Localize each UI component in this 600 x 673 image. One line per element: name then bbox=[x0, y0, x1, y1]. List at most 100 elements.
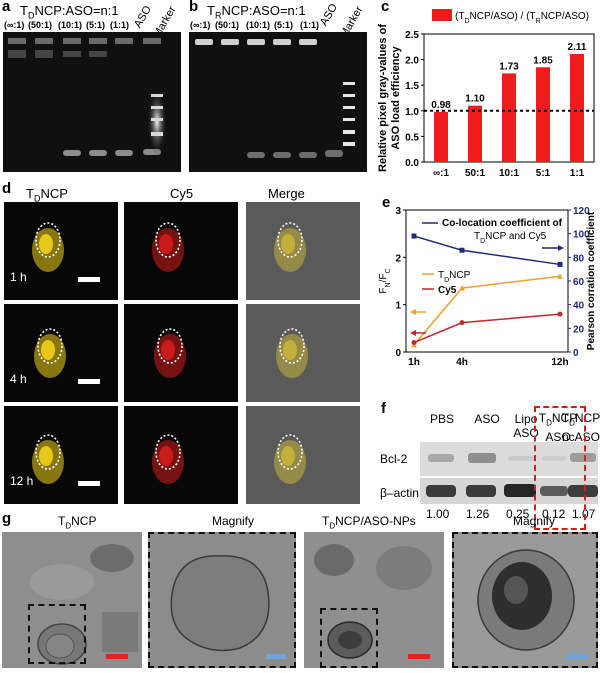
panel-f-highlight-box bbox=[534, 406, 586, 530]
panel-b-gel-image bbox=[189, 32, 367, 172]
chart-e-legend-label-part: D bbox=[480, 238, 485, 245]
chart-e-left-axis-arrowhead bbox=[410, 330, 416, 336]
panel-b-gel-bands bbox=[195, 39, 355, 158]
chart-c-value-label: 1.73 bbox=[499, 61, 519, 72]
cell-signal-core bbox=[39, 234, 53, 254]
lane-label: (10:1) bbox=[246, 20, 271, 30]
panel-g-left-title: TDNCP bbox=[58, 514, 97, 531]
band-value: 1.07 bbox=[572, 507, 596, 521]
chart-c-svg: 0.0 0.5 1.0 1.5 2.0 2.5 0.98 ∞:1 1.10 50:1 1.73 10:… bbox=[377, 9, 595, 179]
panel-b-letter: b bbox=[189, 0, 199, 15]
panel-d-col-title-merge: Merge bbox=[268, 186, 305, 201]
panel-g-tem-nps bbox=[304, 532, 444, 668]
chart-e-point bbox=[459, 320, 465, 326]
chart-c-ylabel: Relative pixel gray-values of ASO load ef… bbox=[377, 24, 402, 172]
chart-e-xtick-label: 1h bbox=[408, 357, 420, 368]
micro-image-merge bbox=[246, 304, 360, 402]
chart-c-legend-swatch bbox=[432, 9, 452, 21]
chart-e-left-ytick-label: 1 bbox=[395, 301, 401, 312]
nucleus-outline bbox=[279, 328, 305, 364]
panel-f-blot-bcl2-bands bbox=[428, 453, 596, 463]
chart-c-legend-label-part: (T bbox=[455, 11, 464, 22]
chart-c-ylabel-line1: Relative pixel gray-values of bbox=[377, 24, 389, 172]
chart-c: 0.0 0.5 1.0 1.5 2.0 2.5 0.98 ∞:1 1.10 50:1 1.73 10:… bbox=[372, 0, 600, 200]
panel-g-tem-nps-magnify bbox=[452, 532, 598, 668]
micro-art bbox=[32, 434, 64, 484]
chart-e-legend-label-part: T bbox=[474, 231, 480, 242]
lane-label: (50:1) bbox=[28, 20, 53, 30]
micro-art bbox=[154, 328, 186, 378]
chart-e-xtick-label: 12h bbox=[551, 357, 568, 368]
chart-e-legend-label: TDNCP and Cy5 bbox=[474, 231, 547, 245]
chart-e-point bbox=[459, 285, 465, 291]
lane-label: (5:1) bbox=[86, 20, 106, 30]
cell-signal-core bbox=[161, 340, 175, 360]
micro-art bbox=[152, 222, 184, 272]
chart-c-bar bbox=[434, 111, 448, 162]
scale-bar bbox=[78, 481, 100, 486]
time-label: 1 h bbox=[10, 270, 27, 284]
chart-e-right-ytick-label: 120 bbox=[573, 206, 590, 217]
chart-e-left-ylabel-text-part: C bbox=[385, 268, 392, 273]
chart-e-xtick-label: 4h bbox=[456, 357, 468, 368]
panel-g-right-title: TDNCP/ASO-NPs bbox=[322, 514, 416, 531]
chart-e-right-ylabel: Pearson corration coefficient bbox=[586, 211, 597, 350]
band-value: 0.12 bbox=[542, 507, 566, 521]
chart-c-category-label: 50:1 bbox=[465, 168, 485, 179]
chart-c-value-label: 1.85 bbox=[533, 55, 553, 66]
time-label: 4 h bbox=[10, 372, 27, 386]
panel-f-band-label-actin: β–actin bbox=[380, 486, 419, 500]
chart-e-left-ylabel: FN/FC bbox=[378, 268, 392, 293]
chart-e-right-ytick-label: 80 bbox=[573, 253, 585, 264]
panel-g-tem-nps-art bbox=[304, 532, 444, 668]
cell-signal-core bbox=[159, 234, 173, 254]
chart-e-legend-label-part: NCP and Cy5 bbox=[485, 231, 546, 242]
chart-c-category-label: 5:1 bbox=[536, 168, 551, 179]
cell-signal-core bbox=[281, 446, 295, 466]
nucleus-outline bbox=[155, 434, 181, 470]
chart-c-category-label: ∞:1 bbox=[433, 168, 449, 179]
micro-image-tdncp: 12 h bbox=[4, 406, 118, 504]
chart-e: 0 1 2 3 0 20 40 60 80 100 120 1h 4h 12h Co-location co… bbox=[372, 196, 600, 376]
panel-g-right-scalebar bbox=[408, 654, 430, 659]
panel-g-tem-tdncp-art bbox=[2, 532, 142, 668]
chart-c-bar bbox=[468, 105, 482, 162]
scale-bar bbox=[78, 379, 100, 384]
panel-g-tem-tdncp-magnify-art bbox=[150, 534, 294, 666]
chart-e-right-ylabel-text: Pearson corration coefficient bbox=[586, 211, 597, 350]
chart-e-legend-label: Co-location coefficient of bbox=[442, 218, 563, 229]
cell-signal-core bbox=[281, 234, 295, 254]
chart-c-ytick-label: 2.0 bbox=[405, 56, 419, 67]
chart-e-left-axis-arrowhead bbox=[410, 309, 416, 315]
chart-e-point bbox=[557, 273, 563, 279]
chart-c-legend-label-part: D bbox=[464, 18, 469, 25]
chart-c-value-label: 0.98 bbox=[431, 100, 451, 111]
panel-b-aso-label: ASO bbox=[318, 1, 341, 29]
panel-f-blot-actin bbox=[420, 478, 598, 504]
chart-e-right-ytick-label: 20 bbox=[573, 324, 585, 335]
lane-label: (1:1) bbox=[300, 20, 320, 30]
panel-a-gel-bands bbox=[8, 38, 167, 156]
panel-f-lane-3: Lipo ASO bbox=[513, 412, 539, 440]
lane-label: (1:1) bbox=[110, 20, 130, 30]
lane-label: (5:1) bbox=[274, 20, 294, 30]
micro-art bbox=[274, 434, 306, 484]
chart-c-bar bbox=[570, 53, 584, 162]
panel-g-letter: g bbox=[2, 510, 12, 527]
chart-c-category-label: 10:1 bbox=[499, 168, 519, 179]
chart-e-left-ytick-label: 2 bbox=[395, 253, 401, 264]
chart-c-bar bbox=[502, 73, 516, 162]
nucleus-outline bbox=[35, 434, 61, 470]
panel-f-lane-tdncp-aso: TDNCP ASO bbox=[538, 411, 578, 445]
chart-e-series-line bbox=[413, 275, 561, 346]
chart-e-svg: 0 1 2 3 0 20 40 60 80 100 120 1h 4h 12h Co-location co… bbox=[378, 206, 597, 368]
panel-g-left-scalebar bbox=[106, 654, 128, 659]
micro-art bbox=[34, 328, 66, 378]
chart-c-ytick-label: 1.5 bbox=[405, 81, 419, 92]
panel-c-letter: c bbox=[381, 0, 390, 15]
chart-c-value-label: 2.11 bbox=[568, 42, 587, 53]
chart-c-ytick-label: 0.0 bbox=[405, 158, 419, 169]
panel-d-letter: d bbox=[2, 180, 12, 197]
panel-g-tem-tdncp-magnify bbox=[148, 532, 296, 668]
lane-label: (50:1) bbox=[215, 20, 240, 30]
